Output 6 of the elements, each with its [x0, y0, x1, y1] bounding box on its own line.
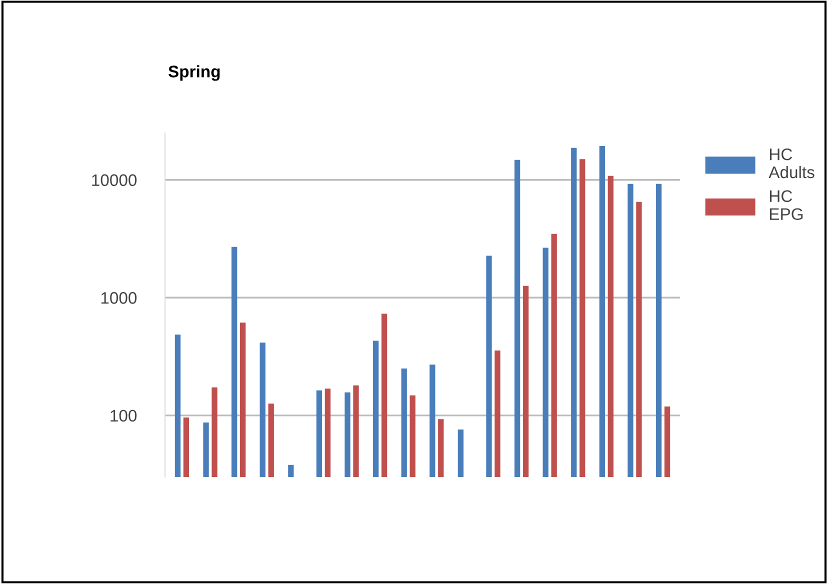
- legend-label: HC Adults: [768, 148, 814, 178]
- y-tick-label: 10000: [92, 174, 137, 186]
- chart-title: Spring: [168, 65, 220, 81]
- y-tick-label: 1000: [101, 292, 137, 304]
- y-tick-label: 100: [110, 410, 137, 422]
- legend-label: HC EPG: [770, 190, 803, 220]
